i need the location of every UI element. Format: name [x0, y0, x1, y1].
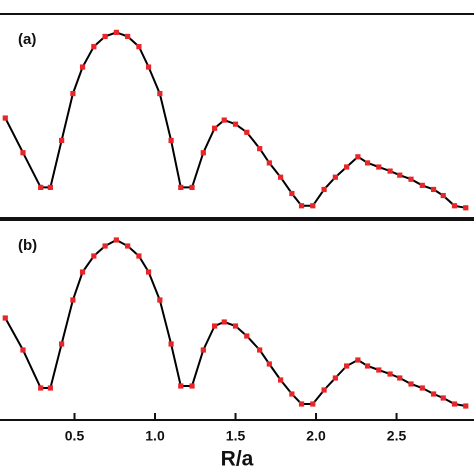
x-tick-label: 0.5	[65, 428, 85, 444]
data-marker	[47, 385, 53, 391]
data-marker	[221, 117, 227, 123]
data-marker	[419, 182, 425, 188]
x-tick-label: 2.5	[387, 428, 407, 444]
panel-label: (b)	[18, 237, 37, 254]
data-marker	[397, 375, 403, 381]
data-line	[4, 31, 466, 209]
data-marker	[211, 125, 218, 131]
data-marker	[221, 319, 227, 325]
data-marker	[113, 29, 119, 35]
panel-frame	[0, 13, 474, 219]
data-marker	[332, 375, 338, 381]
data-marker	[102, 33, 108, 40]
data-marker	[91, 253, 97, 259]
data-marker	[91, 44, 97, 50]
data-marker	[463, 403, 469, 409]
data-marker	[355, 154, 361, 160]
data-marker	[145, 64, 152, 70]
data-marker	[2, 315, 8, 321]
data-marker	[38, 184, 44, 190]
data-marker	[387, 371, 393, 377]
data-marker	[59, 137, 65, 144]
x-tick-label: 1.0	[145, 428, 165, 444]
data-marker	[79, 64, 86, 70]
data-marker	[298, 401, 305, 407]
data-marker	[321, 387, 327, 393]
data-marker	[376, 164, 382, 170]
data-marker	[168, 341, 174, 347]
data-marker	[125, 33, 131, 40]
data-marker	[70, 297, 76, 303]
data-marker	[289, 190, 295, 197]
data-marker	[168, 137, 174, 144]
x-tick-label: 1.5	[226, 428, 246, 444]
data-line	[4, 238, 466, 407]
data-marker	[178, 184, 184, 190]
data-marker	[266, 160, 272, 166]
data-marker	[321, 186, 327, 193]
data-marker	[278, 174, 284, 180]
data-marker	[20, 347, 26, 353]
data-marker	[408, 381, 414, 387]
data-marker	[440, 395, 446, 401]
data-marker	[136, 44, 142, 50]
data-marker	[451, 203, 458, 209]
data-marker	[344, 363, 350, 369]
data-marker	[266, 361, 272, 367]
data-marker	[430, 391, 437, 397]
data-marker	[125, 243, 131, 249]
data-marker	[344, 164, 350, 170]
data-marker	[440, 192, 446, 199]
data-marker	[20, 150, 26, 156]
data-marker	[298, 203, 305, 209]
data-marker	[232, 323, 239, 329]
data-marker	[189, 383, 195, 389]
data-marker	[113, 237, 119, 243]
data-marker	[244, 333, 250, 339]
data-marker	[79, 269, 86, 275]
data-marker	[355, 357, 361, 363]
data-marker	[200, 150, 206, 156]
data-marker	[463, 205, 469, 211]
data-marker	[430, 186, 437, 193]
data-marker	[59, 341, 65, 347]
data-marker	[136, 253, 142, 259]
data-marker	[257, 146, 263, 152]
data-marker	[189, 184, 195, 190]
data-marker	[451, 401, 458, 407]
data-marker	[232, 121, 239, 127]
data-marker	[200, 347, 206, 353]
data-marker	[157, 297, 163, 303]
data-marker	[289, 391, 295, 397]
data-marker	[178, 383, 184, 389]
data-marker	[397, 172, 403, 178]
panel-frame	[0, 219, 474, 421]
data-marker	[364, 363, 371, 369]
data-marker	[102, 243, 108, 249]
data-marker	[332, 174, 338, 180]
data-marker	[145, 269, 152, 275]
data-marker	[387, 168, 393, 174]
data-marker	[257, 347, 263, 353]
data-marker	[376, 367, 382, 373]
data-marker	[310, 401, 316, 407]
data-marker	[2, 115, 8, 121]
data-marker	[278, 377, 284, 383]
data-marker	[244, 129, 250, 135]
data-marker	[38, 385, 44, 391]
data-marker	[211, 323, 218, 329]
data-marker	[70, 90, 76, 97]
x-axis-label: R/a	[221, 448, 254, 471]
data-marker	[47, 184, 53, 190]
data-marker	[364, 160, 371, 166]
data-marker	[157, 90, 163, 97]
data-marker	[408, 176, 414, 182]
data-marker	[310, 203, 316, 209]
panel-label: (a)	[18, 31, 36, 48]
x-tick-label: 2.0	[306, 428, 326, 444]
data-marker	[419, 385, 425, 391]
